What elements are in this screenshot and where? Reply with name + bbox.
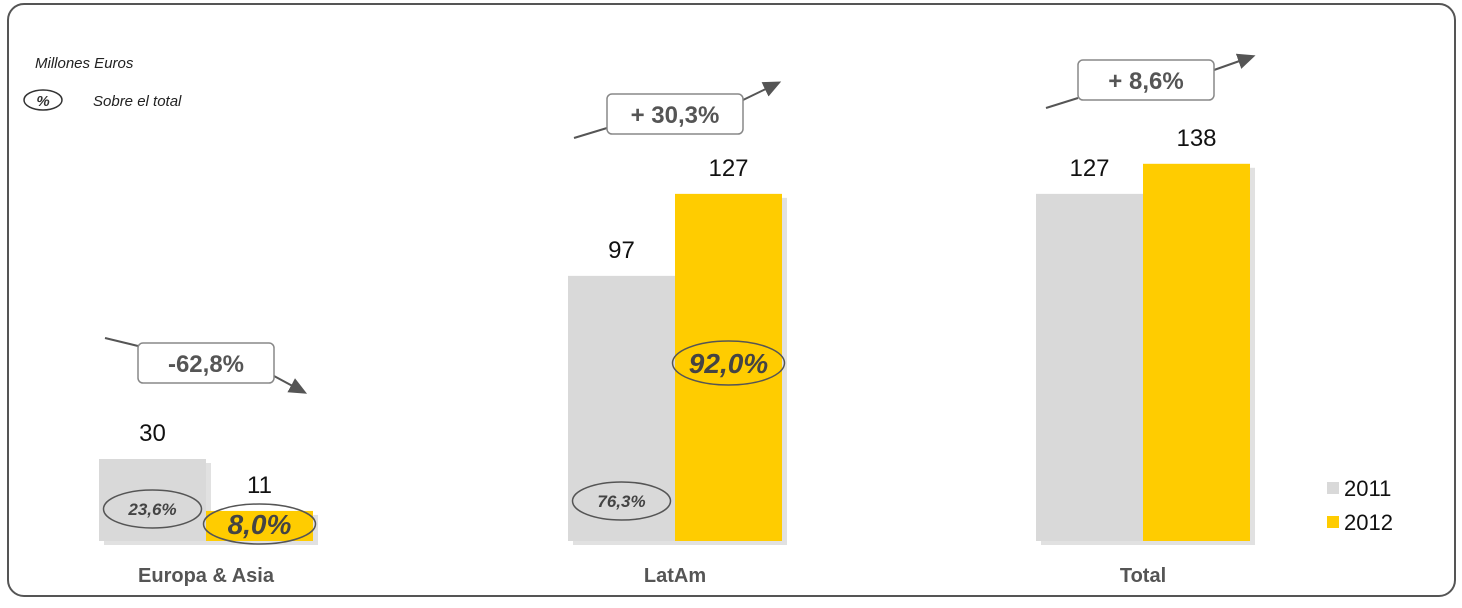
share-label-europa-asia-2011: 23,6% bbox=[127, 500, 176, 519]
share-ellipse-europa-asia-2011 bbox=[102, 489, 203, 529]
change-arrow-europa-asia bbox=[273, 375, 308, 394]
value-label-europa-asia-2011: 30 bbox=[139, 420, 166, 447]
share-label-latam-2011: 76,3% bbox=[597, 492, 645, 511]
pct-note-text: Sobre el total bbox=[93, 93, 182, 110]
change-label-europa-asia: -62,8% bbox=[168, 351, 244, 378]
share-ellipse-europa-asia-2012 bbox=[202, 503, 317, 545]
change-line-in-total bbox=[1045, 97, 1079, 109]
bar-latam-2012 bbox=[675, 193, 782, 541]
legend-swatch-2011 bbox=[1327, 482, 1339, 494]
share-ellipse-latam-2012 bbox=[671, 340, 786, 386]
bar-latam-2011 bbox=[568, 275, 675, 541]
share-label-europa-asia-2012: 8,0% bbox=[228, 509, 292, 540]
pct-symbol-ellipse bbox=[23, 89, 63, 111]
units-note: Millones Euros bbox=[35, 55, 134, 72]
change-line-in-latam bbox=[573, 127, 608, 139]
value-label-total-2012: 138 bbox=[1176, 125, 1216, 152]
legend: 2011 2012 bbox=[1327, 476, 1393, 535]
category-label-latam: LatAm bbox=[644, 565, 706, 587]
value-label-latam-2011: 97 bbox=[608, 237, 635, 264]
change-line-in-europa-asia bbox=[104, 337, 139, 347]
category-label-europa-asia: Europa & Asia bbox=[138, 565, 275, 587]
legend-label-2011: 2011 bbox=[1344, 476, 1391, 501]
change-label-latam: + 30,3% bbox=[631, 102, 720, 129]
category-label-total: Total bbox=[1120, 565, 1166, 587]
bar-europa-asia-2012 bbox=[206, 510, 313, 541]
change-arrow-total bbox=[1213, 53, 1256, 71]
value-label-latam-2012: 127 bbox=[708, 155, 748, 182]
change-box-europa-asia bbox=[137, 342, 275, 384]
change-box-total bbox=[1077, 59, 1215, 101]
legend-label-2012: 2012 bbox=[1344, 510, 1393, 535]
change-label-total: + 8,6% bbox=[1108, 68, 1183, 95]
bar-total-2011 bbox=[1036, 193, 1143, 541]
change-arrow-latam bbox=[742, 81, 782, 101]
value-label-europa-asia-2012: 11 bbox=[247, 472, 272, 499]
legend-swatch-2012 bbox=[1327, 516, 1339, 528]
share-label-latam-2012: 92,0% bbox=[689, 348, 768, 379]
share-ellipse-latam-2011 bbox=[571, 481, 672, 521]
change-box-latam bbox=[606, 93, 744, 135]
pct-note: % Sobre el total bbox=[23, 89, 182, 111]
pct-symbol: % bbox=[36, 93, 49, 110]
bar-total-2012 bbox=[1143, 163, 1250, 542]
value-label-total-2011: 127 bbox=[1069, 155, 1109, 182]
